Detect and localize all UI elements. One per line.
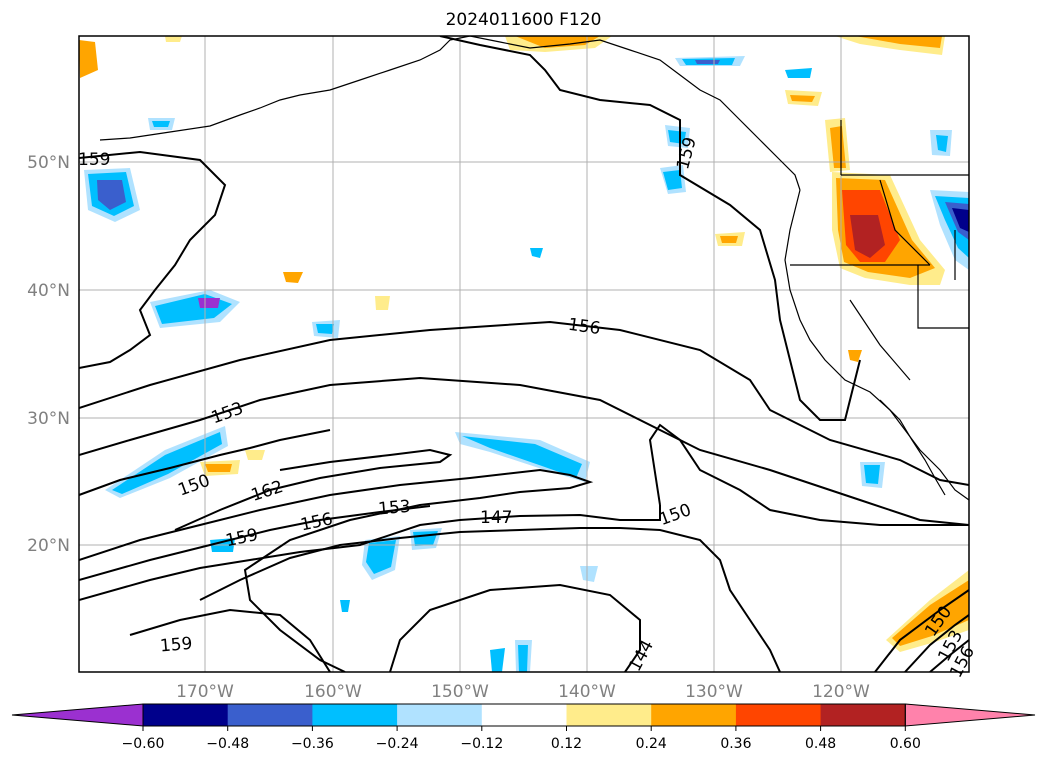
shade-region <box>205 464 232 472</box>
colorbar-segment <box>567 704 652 726</box>
colorbar-tick-label: −0.48 <box>206 736 249 752</box>
shade-region <box>198 298 220 308</box>
lon-label: 140°W <box>558 682 616 702</box>
colorbar-tick-label: −0.12 <box>460 736 503 752</box>
lon-label: 120°W <box>812 682 870 702</box>
colorbar-extend-min <box>12 704 143 726</box>
shade-region <box>695 60 720 64</box>
contour-label: 159 <box>78 150 110 170</box>
colorbar-tick-label: 0.36 <box>720 736 751 752</box>
shade-region <box>864 465 880 484</box>
shade-region <box>165 36 182 42</box>
colorbar-segment <box>228 704 313 726</box>
contour-label: 159 <box>159 634 193 657</box>
colorbar-extend-max <box>905 704 1035 726</box>
longitude-labels: 170°W 160°W 150°W 140°W 130°W 120°W <box>176 682 870 702</box>
shade-region <box>316 324 334 334</box>
contour-label: 153 <box>377 497 411 520</box>
colorbar-tick-label: −0.24 <box>376 736 419 752</box>
lat-label: 20°N <box>27 536 70 556</box>
colorbar-tick-label: −0.36 <box>291 736 334 752</box>
colorbar-segment <box>651 704 736 726</box>
colorbar-segment <box>143 704 228 726</box>
colorbar-tick-label: 0.48 <box>805 736 836 752</box>
shade-region <box>720 236 738 243</box>
colorbar-segment <box>482 704 567 726</box>
contour-label: 147 <box>480 508 512 528</box>
colorbar-segment <box>312 704 397 726</box>
colorbar-tick-label: −0.60 <box>122 736 165 752</box>
colorbar-tick-label: 0.12 <box>551 736 582 752</box>
colorbar-segment <box>736 704 821 726</box>
lon-label: 160°W <box>304 682 362 702</box>
latitude-labels: 50°N 40°N 30°N 20°N <box>27 153 70 556</box>
lon-label: 130°W <box>685 682 743 702</box>
lon-label: 170°W <box>176 682 234 702</box>
colorbar-segment <box>397 704 482 726</box>
shade-region <box>375 296 390 310</box>
lat-label: 30°N <box>27 409 70 429</box>
shade-region <box>518 645 528 672</box>
colorbar: −0.60 −0.48 −0.36 −0.24 −0.12 0.12 0.24 0.36 0.4… <box>12 704 1035 752</box>
shade-region <box>245 450 265 460</box>
shade-region <box>790 95 815 102</box>
lat-label: 40°N <box>27 281 70 301</box>
shade-region <box>152 121 170 127</box>
colorbar-segment <box>821 704 906 726</box>
colorbar-tick-label: 0.24 <box>636 736 667 752</box>
lon-label: 150°W <box>431 682 489 702</box>
lat-label: 50°N <box>27 153 70 173</box>
colorbar-tick-label: 0.60 <box>890 736 921 752</box>
